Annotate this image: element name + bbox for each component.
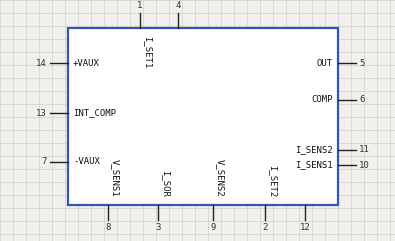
Text: V_SENS1: V_SENS1: [111, 159, 120, 197]
Text: +VAUX: +VAUX: [73, 59, 100, 67]
Text: 12: 12: [300, 223, 310, 232]
Text: 10: 10: [359, 161, 370, 169]
Text: I_SET1: I_SET1: [143, 36, 152, 68]
Text: I_SENS2: I_SENS2: [295, 146, 333, 154]
Text: 2: 2: [262, 223, 268, 232]
Text: 9: 9: [210, 223, 216, 232]
Text: I_SET2: I_SET2: [268, 165, 277, 197]
Text: -VAUX: -VAUX: [73, 158, 100, 167]
Text: 4: 4: [175, 1, 181, 10]
Text: COMP: COMP: [312, 95, 333, 105]
Text: V_SENS2: V_SENS2: [216, 159, 225, 197]
Text: I_SOR: I_SOR: [161, 170, 170, 197]
Text: OUT: OUT: [317, 59, 333, 67]
Text: 11: 11: [359, 146, 370, 154]
Bar: [68, 28, 338, 205]
Text: INT_COMP: INT_COMP: [73, 108, 116, 118]
Text: I_SENS1: I_SENS1: [295, 161, 333, 169]
Text: 7: 7: [41, 158, 47, 167]
Text: 6: 6: [359, 95, 364, 105]
Text: 14: 14: [36, 59, 47, 67]
Text: 13: 13: [36, 108, 47, 118]
Text: 1: 1: [137, 1, 143, 10]
Text: 5: 5: [359, 59, 364, 67]
Text: 3: 3: [155, 223, 161, 232]
Text: 8: 8: [105, 223, 111, 232]
